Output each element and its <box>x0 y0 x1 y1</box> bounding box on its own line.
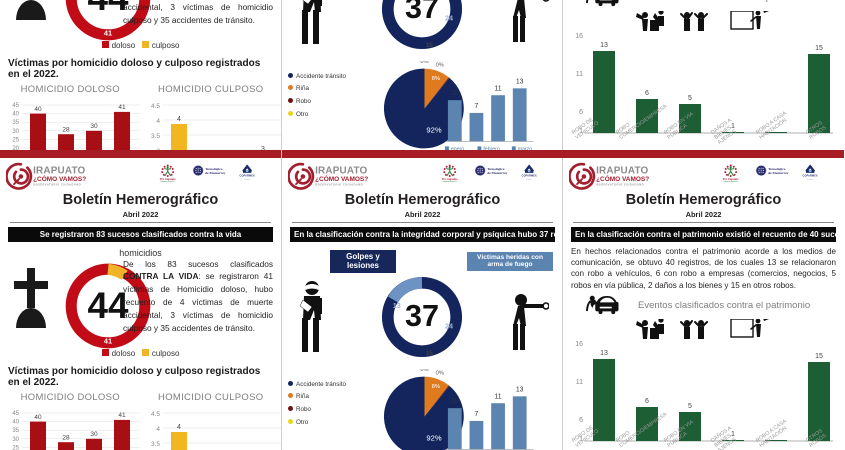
svg-text:92%: 92% <box>426 433 441 442</box>
svg-text:11: 11 <box>576 71 583 78</box>
svg-text:35: 35 <box>12 428 19 434</box>
svg-text:25: 25 <box>12 137 19 143</box>
svg-text:16: 16 <box>575 33 583 40</box>
svg-text:41: 41 <box>104 336 112 345</box>
svg-text:IRAPUATO: IRAPUATO <box>807 178 813 181</box>
svg-text:0%: 0% <box>420 369 428 373</box>
svg-text:8%: 8% <box>432 76 440 82</box>
svg-text:45: 45 <box>12 411 19 417</box>
svg-text:41: 41 <box>118 412 126 419</box>
svg-text:15: 15 <box>426 349 434 356</box>
svg-text:de Monterrey: de Monterrey <box>768 171 789 175</box>
svg-text:28: 28 <box>62 126 70 133</box>
svg-text:37: 37 <box>405 0 439 25</box>
svg-text:4.5: 4.5 <box>150 411 159 418</box>
svg-text:13: 13 <box>600 350 608 357</box>
svg-text:10: 10 <box>451 398 459 405</box>
svg-text:COPARMEX: COPARMEX <box>239 175 255 178</box>
svg-text:6: 6 <box>579 109 583 116</box>
svg-text:0%: 0% <box>420 61 428 65</box>
svg-text:IRAPUATO: IRAPUATO <box>244 178 250 181</box>
svg-text:24: 24 <box>445 321 453 330</box>
svg-text:13: 13 <box>516 386 524 393</box>
svg-text:11: 11 <box>494 393 501 400</box>
svg-text:11: 11 <box>494 85 501 92</box>
svg-text:3.5: 3.5 <box>150 441 159 448</box>
svg-text:7: 7 <box>475 411 479 418</box>
svg-text:7: 7 <box>475 103 479 110</box>
svg-text:30: 30 <box>90 123 98 130</box>
svg-text:40: 40 <box>34 414 42 421</box>
svg-text:Tecnológico: Tecnológico <box>768 167 786 171</box>
svg-text:40: 40 <box>34 106 42 113</box>
svg-text:COPARMEX: COPARMEX <box>521 175 537 178</box>
svg-text:30: 30 <box>12 436 19 442</box>
svg-text:41: 41 <box>118 104 126 111</box>
svg-text:IRAPUATO: IRAPUATO <box>315 165 367 176</box>
svg-text:Pro Irapuato: Pro Irapuato <box>160 177 176 181</box>
svg-text:de Monterrey: de Monterrey <box>205 171 226 175</box>
svg-text:40: 40 <box>12 111 19 117</box>
svg-text:6: 6 <box>645 398 649 405</box>
svg-text:15: 15 <box>815 45 823 52</box>
svg-text:10: 10 <box>451 90 459 97</box>
svg-text:28: 28 <box>62 434 70 441</box>
svg-text:45: 45 <box>12 103 19 109</box>
svg-text:COPARMEX: COPARMEX <box>802 175 818 178</box>
svg-text:41: 41 <box>104 28 112 37</box>
svg-text:Tecnológico: Tecnológico <box>205 167 223 171</box>
svg-text:13: 13 <box>393 0 401 2</box>
svg-text:30: 30 <box>90 431 98 438</box>
svg-text:6: 6 <box>579 417 583 424</box>
svg-text:4: 4 <box>156 118 160 125</box>
svg-text:8%: 8% <box>432 384 440 390</box>
svg-text:de Monterrey: de Monterrey <box>487 171 508 175</box>
svg-text:3.5: 3.5 <box>150 133 159 140</box>
svg-text:37: 37 <box>405 299 439 333</box>
svg-text:4.5: 4.5 <box>150 103 159 110</box>
svg-text:IRAPUATO: IRAPUATO <box>596 165 648 176</box>
svg-text:Pro Irapuato: Pro Irapuato <box>442 177 458 181</box>
svg-text:16: 16 <box>575 341 583 348</box>
svg-text:13: 13 <box>393 301 401 310</box>
svg-text:4: 4 <box>156 426 160 433</box>
svg-text:24: 24 <box>445 13 453 22</box>
svg-text:Pro Irapuato: Pro Irapuato <box>723 177 739 181</box>
svg-text:15: 15 <box>426 41 434 48</box>
svg-text:11: 11 <box>576 379 583 386</box>
svg-text:13: 13 <box>516 78 524 85</box>
svg-text:40: 40 <box>12 419 19 425</box>
svg-text:92%: 92% <box>426 125 441 134</box>
svg-text:13: 13 <box>600 42 608 49</box>
svg-text:15: 15 <box>815 353 823 360</box>
svg-text:IRAPUATO: IRAPUATO <box>33 165 85 176</box>
svg-text:4: 4 <box>177 116 181 123</box>
svg-text:5: 5 <box>688 95 692 102</box>
svg-text:OBSERVATORIO CIUDADANO: OBSERVATORIO CIUDADANO <box>596 183 644 187</box>
svg-text:IRAPUATO: IRAPUATO <box>526 178 532 181</box>
svg-text:30: 30 <box>12 128 19 134</box>
svg-text:6: 6 <box>645 90 649 97</box>
svg-text:25: 25 <box>12 445 19 450</box>
svg-text:OBSERVATORIO CIUDADANO: OBSERVATORIO CIUDADANO <box>315 183 363 187</box>
svg-text:OBSERVATORIO CIUDADANO: OBSERVATORIO CIUDADANO <box>33 183 81 187</box>
svg-text:4: 4 <box>177 424 181 431</box>
svg-text:35: 35 <box>12 120 19 126</box>
svg-text:Tecnológico: Tecnológico <box>487 167 505 171</box>
svg-text:5: 5 <box>688 403 692 410</box>
